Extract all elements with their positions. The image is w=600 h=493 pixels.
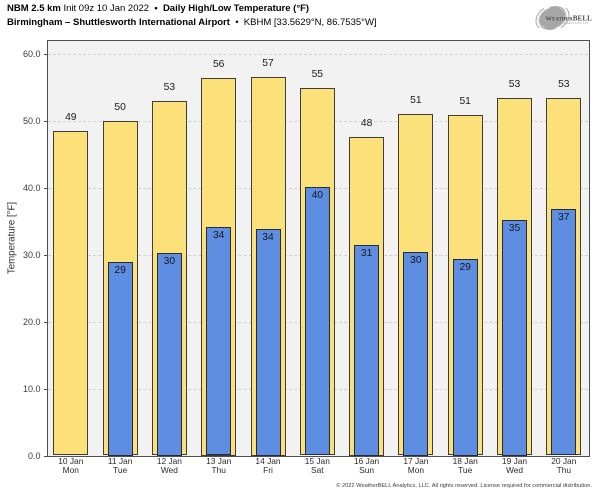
svg-text:ANALYTICS LLC: ANALYTICS LLC bbox=[564, 22, 589, 25]
svg-text:WEATHERBELL: WEATHERBELL bbox=[546, 15, 593, 23]
